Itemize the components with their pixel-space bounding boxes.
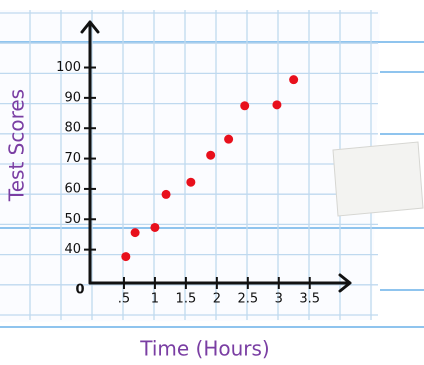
point xyxy=(161,189,171,199)
point xyxy=(121,252,131,262)
paper-note xyxy=(332,141,424,217)
x-axis xyxy=(88,273,352,293)
x-tick-label: 1 xyxy=(151,292,159,307)
y-tick-label: 70 xyxy=(64,151,81,166)
point xyxy=(240,101,250,111)
y-tick-label: 40 xyxy=(64,242,81,257)
y-tick-label: 60 xyxy=(64,181,81,196)
point xyxy=(272,100,282,110)
y-tick-label: 50 xyxy=(64,212,81,227)
y-tick-label: 100 xyxy=(56,60,81,75)
point xyxy=(130,228,140,238)
x-tick-label: 1.5 xyxy=(176,292,197,307)
point xyxy=(206,150,216,160)
y-tick-label: 80 xyxy=(64,121,81,136)
point xyxy=(150,222,160,232)
origin-label: 0 xyxy=(75,283,84,298)
point xyxy=(224,134,234,144)
x-tick-label: .5 xyxy=(118,292,130,307)
point xyxy=(289,75,299,85)
y-axis xyxy=(80,20,100,285)
x-axis-label: Time (Hours) xyxy=(139,337,270,361)
x-tick-label: 2 xyxy=(213,292,221,307)
y-axis-label: Test Scores xyxy=(5,89,29,202)
y-tick-label: 90 xyxy=(64,90,81,105)
x-tick-label: 2.5 xyxy=(237,292,258,307)
point xyxy=(186,177,196,187)
x-tick-label: 3.5 xyxy=(299,292,320,307)
x-tick-label: 3 xyxy=(275,292,283,307)
